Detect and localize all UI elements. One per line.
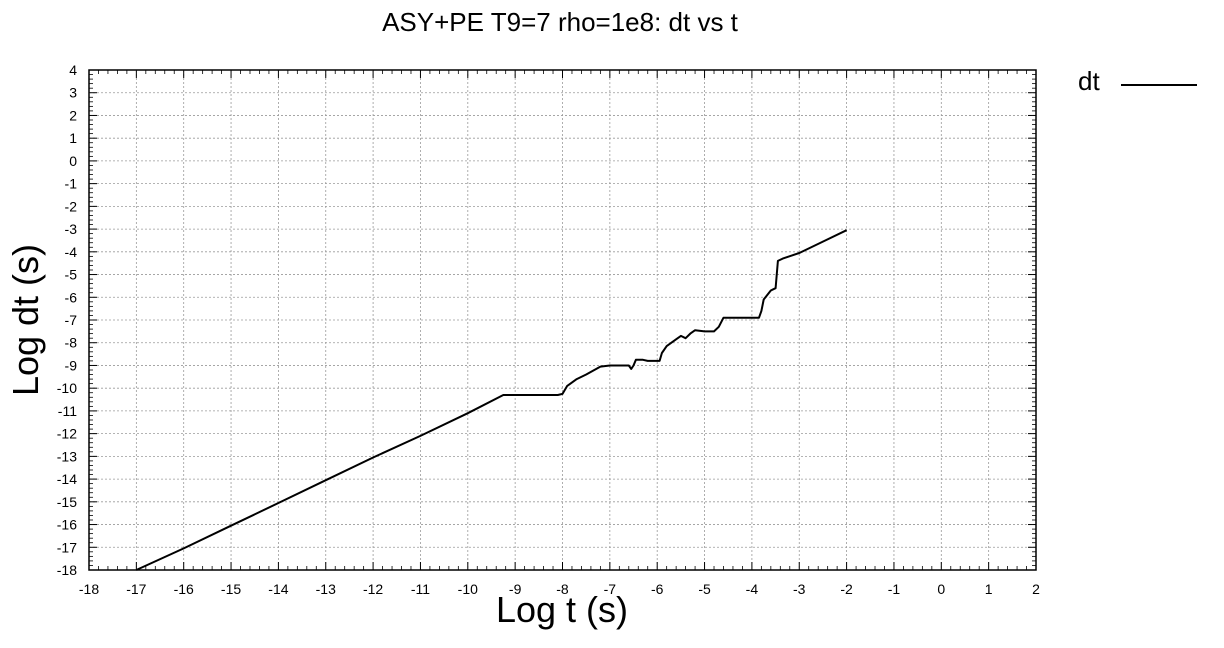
y-tick-label: -11	[58, 403, 77, 419]
x-tick-label: -10	[458, 581, 478, 597]
y-tick-label: -13	[57, 448, 77, 464]
x-tick-label: -12	[363, 581, 383, 597]
y-tick-label: -12	[57, 426, 77, 442]
x-tick-label: -8	[556, 581, 569, 597]
x-tick-label: -9	[509, 581, 522, 597]
x-tick-label: -5	[698, 581, 711, 597]
x-tick-label: 1	[985, 581, 993, 597]
series-layer	[135, 229, 848, 571]
y-tick-label: -5	[65, 267, 78, 283]
y-tick-label: -17	[57, 539, 77, 555]
y-tick-label: -7	[65, 312, 78, 328]
y-tick-label: 1	[69, 130, 77, 146]
y-tick-label: -14	[57, 471, 77, 487]
x-tick-label: 2	[1032, 581, 1040, 597]
y-tick-label: -16	[57, 517, 77, 533]
y-tick-label: -6	[65, 289, 78, 305]
x-tick-label: -16	[174, 581, 194, 597]
y-tick-label: 2	[69, 107, 77, 123]
x-tick-label: -1	[888, 581, 901, 597]
x-tick-label: -4	[746, 581, 759, 597]
x-tick-label: 0	[937, 581, 945, 597]
x-axis-label: Log t (s)	[496, 589, 628, 630]
x-tick-label: -14	[268, 581, 288, 597]
x-tick-label: -6	[651, 581, 664, 597]
y-tick-label: 3	[69, 85, 77, 101]
x-tick-label: -17	[126, 581, 146, 597]
y-axis-tick-labels: 4 3 2 1 0 -1 -2 -3 -4 -5 -6 -7 -8 -9 -10 -11 -12 -13 -14 -1…	[57, 62, 77, 578]
x-tick-label: -11	[411, 581, 430, 597]
y-tick-label: 4	[69, 62, 77, 78]
y-tick-label: 0	[69, 153, 77, 169]
grid-lines	[89, 70, 1036, 570]
y-axis-label: Log dt (s)	[5, 244, 46, 396]
chart-title: ASY+PE T9=7 rho=1e8: dt vs t	[382, 7, 739, 37]
y-tick-label: -18	[57, 562, 77, 578]
series-line-dt	[135, 229, 848, 571]
legend: dt	[1078, 66, 1197, 96]
axis-ticks	[88, 69, 1037, 571]
y-tick-label: -10	[57, 380, 77, 396]
x-tick-label: -13	[316, 581, 336, 597]
x-tick-label: -3	[793, 581, 806, 597]
y-tick-label: -8	[65, 335, 78, 351]
x-axis-tick-labels: -18 -17 -16 -15 -14 -13 -12 -11 -10 -9 -8 -7 -6 -5 -4-…	[79, 581, 1040, 597]
y-tick-label: -4	[65, 244, 78, 260]
x-tick-label: -18	[79, 581, 99, 597]
y-tick-label: -2	[65, 198, 78, 214]
x-tick-label: -15	[221, 581, 241, 597]
y-tick-label: -15	[57, 494, 77, 510]
x-tick-label: -7	[604, 581, 617, 597]
y-tick-label: -1	[65, 176, 78, 192]
legend-label-dt: dt	[1078, 66, 1100, 96]
x-tick-label: -2	[840, 581, 853, 597]
y-tick-label: -9	[65, 357, 78, 373]
y-tick-label: -3	[65, 221, 78, 237]
